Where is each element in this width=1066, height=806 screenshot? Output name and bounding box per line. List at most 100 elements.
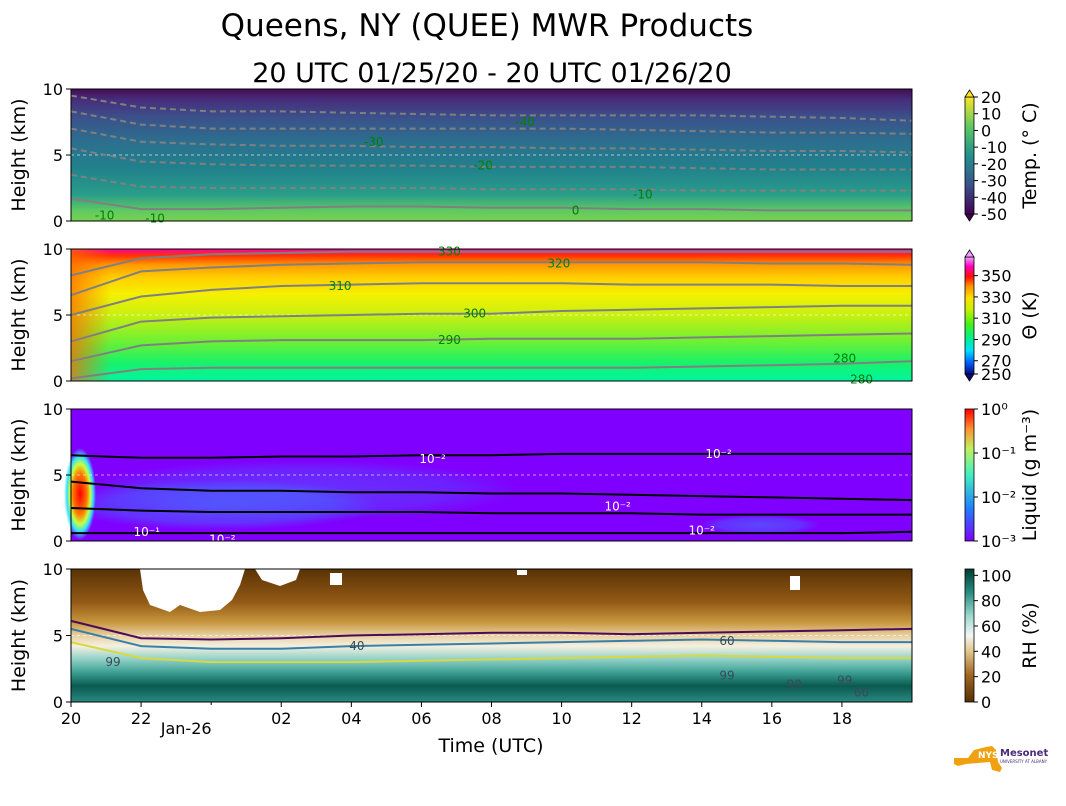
contour-line xyxy=(70,250,912,277)
contour-line xyxy=(70,94,913,122)
colorbar-label: RH (%) xyxy=(1019,602,1041,668)
y-tick-label: 10 xyxy=(43,560,63,579)
rh-missing-data xyxy=(140,569,800,612)
panel-temperature: -40 -30 -20 -10 0 -10 -10 xyxy=(70,89,913,225)
colorbar-tick-label: 310 xyxy=(981,309,1012,328)
nys-mesonet-logo: NYS Mesonet UNIVERSITY AT ALBANY xyxy=(954,746,1048,772)
contour-label: 99 xyxy=(105,655,120,669)
contour-label: 10⁻² xyxy=(604,500,631,514)
colorbar: 100 80 60 40 20 0 RH (%) xyxy=(964,566,1041,712)
x-tick-label: 04 xyxy=(341,709,361,728)
y-tick-label: 10 xyxy=(43,400,63,419)
contour-line xyxy=(70,360,913,380)
y-tick-label: 5 xyxy=(53,627,63,646)
colorbar-tick-label: 290 xyxy=(981,330,1012,349)
contour-line xyxy=(70,619,913,641)
contour-label: 10⁻² xyxy=(419,452,446,466)
contour-label: 280 xyxy=(833,352,856,366)
y-axis-label: Height (km) xyxy=(8,98,30,211)
x-tick-label: 20 xyxy=(61,709,81,728)
contour-label: -10 xyxy=(95,209,115,223)
colorbar-tick-label: 20 xyxy=(981,668,1001,687)
x-tick-label: 08 xyxy=(481,709,501,728)
contour-label: -20 xyxy=(473,159,493,173)
y-tick-label: 0 xyxy=(53,372,63,391)
colorbar-tick-label: -10 xyxy=(981,138,1007,157)
x-tick-label: 16 xyxy=(762,709,782,728)
colorbar-tick-label: 60 xyxy=(981,617,1001,636)
contour-line xyxy=(70,507,912,516)
contour-label: 60 xyxy=(719,634,734,648)
y-axis-label: Height (km) xyxy=(8,418,30,531)
x-tick-label: 10 xyxy=(551,709,571,728)
colorbar-extend-bottom xyxy=(964,373,975,382)
colorbar-bar xyxy=(964,568,975,703)
contour-label: 330 xyxy=(438,245,461,259)
colorbar-bar xyxy=(964,408,975,542)
contour-line xyxy=(70,332,913,363)
colorbar-tick-label: 250 xyxy=(981,365,1012,384)
contour-label: 300 xyxy=(463,307,486,321)
x-tick-label: 06 xyxy=(411,709,431,728)
contour-label: -10 xyxy=(145,211,165,225)
contour-label: -40 xyxy=(515,115,535,129)
x-tick-label: 02 xyxy=(271,709,291,728)
contour-label: 280 xyxy=(850,373,873,387)
x-tick-label: 22 xyxy=(131,709,151,728)
y-tick-label: 0 xyxy=(53,693,63,712)
colorbar-tick-label: 350 xyxy=(981,267,1012,286)
contour-label: 290 xyxy=(438,333,461,347)
colorbar-label: Liquid (g m⁻³) xyxy=(1019,409,1041,541)
colorbar-bar xyxy=(964,256,975,375)
contour-label: 10⁻² xyxy=(705,447,732,461)
contour-line xyxy=(71,530,913,535)
logo-nys: NYS xyxy=(978,751,999,761)
colorbar-extend-top xyxy=(964,249,975,258)
contour-line xyxy=(70,261,913,297)
contour-line xyxy=(70,304,912,343)
y-tick-label: 0 xyxy=(53,212,63,231)
contour-line xyxy=(70,197,912,212)
colorbar-tick-label: 20 xyxy=(981,88,1001,107)
contour-line xyxy=(70,147,912,171)
y-tick-label: 10 xyxy=(43,80,63,99)
colorbar-tick-label: 0 xyxy=(981,121,991,140)
contour-label: -10 xyxy=(633,188,653,202)
contour-label: 60 xyxy=(854,686,869,700)
contour-label: 0 xyxy=(572,203,580,217)
y-tick-label: 5 xyxy=(53,146,63,165)
contour-line xyxy=(70,173,912,192)
contour-label: 99 xyxy=(837,674,852,688)
logo-university: UNIVERSITY AT ALBANY xyxy=(1000,759,1048,764)
colorbar-tick-label: 100 xyxy=(981,566,1012,585)
contour-line xyxy=(70,452,912,459)
colorbar-tick-label: 0 xyxy=(981,693,991,712)
colorbar-label: Temp. (° C) xyxy=(1019,102,1041,209)
x-tick-label: 14 xyxy=(692,709,712,728)
y-tick-label: 5 xyxy=(53,306,63,325)
colorbar-tick-label: 10⁰ xyxy=(981,400,1008,419)
x-axis-label: Time (UTC) xyxy=(437,735,543,757)
contour-line xyxy=(70,127,913,154)
colorbar-tick-label: -30 xyxy=(981,172,1007,191)
y-tick-label: 0 xyxy=(53,532,63,551)
figure-subtitle: 20 UTC 01/25/20 - 20 UTC 01/26/20 xyxy=(252,58,732,89)
contour-line xyxy=(70,282,912,316)
contour-label: 320 xyxy=(547,257,570,271)
colorbar-extend-bottom xyxy=(964,213,975,222)
contour-label: 10⁻² xyxy=(209,533,236,547)
y-tick-label: 5 xyxy=(53,466,63,485)
colorbar-extend-top xyxy=(964,89,975,98)
x-tick-label: 18 xyxy=(832,709,852,728)
liquid-cloud-right xyxy=(700,515,820,535)
y-tick-label: 10 xyxy=(43,240,63,259)
colorbar-tick-label: 10⁻¹ xyxy=(981,444,1016,463)
contour-line xyxy=(70,641,912,664)
colorbar-tick-label: 330 xyxy=(981,288,1012,307)
colorbar-tick-label: -20 xyxy=(981,155,1007,174)
